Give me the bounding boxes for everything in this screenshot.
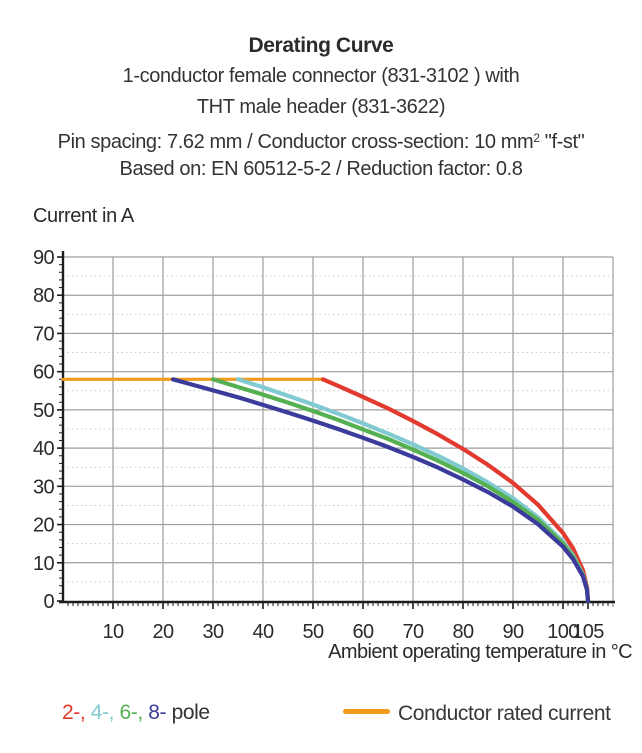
legend-pole-8: 8-	[148, 701, 172, 724]
chart-header: Derating Curve 1-conductor female connec…	[0, 30, 642, 185]
minor-ticks	[59, 264, 609, 606]
series-8-pole	[170, 377, 591, 604]
svg-text:80: 80	[452, 621, 474, 643]
subtitle-standard: Based on: EN 60512-5-2 / Reduction facto…	[119, 158, 523, 180]
y-axis-title: Current in A	[33, 205, 134, 227]
rated-current-line-swatch	[343, 709, 390, 714]
svg-text:40: 40	[33, 438, 55, 460]
legend-pole-suffix: pole	[171, 701, 211, 724]
svg-text:30: 30	[33, 476, 55, 498]
series-2-pole	[320, 377, 591, 604]
legend-pole-2: 2-,	[62, 701, 91, 724]
legend-pole-4: 4-,	[90, 701, 120, 724]
svg-text:60: 60	[352, 621, 374, 643]
svg-text:105: 105	[572, 621, 604, 643]
y-tick-labels: 0 10 20 30 40 50 60 70 80 90	[33, 247, 63, 613]
svg-text:30: 30	[202, 621, 224, 643]
svg-text:50: 50	[33, 400, 55, 422]
page-title: Derating Curve	[248, 34, 394, 57]
svg-text:10: 10	[102, 621, 124, 643]
svg-text:20: 20	[152, 621, 174, 643]
svg-text:100: 100	[547, 621, 579, 643]
svg-text:40: 40	[252, 621, 274, 643]
rated-current-legend-label: Conductor rated current	[398, 702, 611, 725]
legend-pole-counts: 2-, 4-, 6-, 8- pole	[62, 701, 210, 725]
svg-text:10: 10	[33, 553, 55, 575]
subtitle-header-part: THT male header (831-3622)	[196, 96, 446, 118]
svg-text:70: 70	[33, 323, 55, 345]
svg-text:50: 50	[302, 621, 324, 643]
svg-text:90: 90	[502, 621, 524, 643]
svg-text:60: 60	[33, 362, 55, 384]
legend-pole-6: 6-,	[119, 701, 149, 724]
x-axis-title: Ambient operating temperature in °C	[328, 641, 632, 663]
svg-text:0: 0	[43, 591, 54, 613]
axes	[59, 251, 615, 604]
svg-text:20: 20	[33, 515, 55, 537]
grid-major	[63, 256, 614, 607]
superscript-2: 2	[533, 131, 540, 145]
subtitle-connector: 1-conductor female connector (831-3102 )…	[122, 65, 520, 87]
svg-text:80: 80	[33, 285, 55, 307]
subtitle-pin-spacing: Pin spacing: 7.62 mm / Conductor cross-s…	[57, 131, 585, 153]
svg-text:70: 70	[402, 621, 424, 643]
svg-text:90: 90	[33, 247, 55, 269]
